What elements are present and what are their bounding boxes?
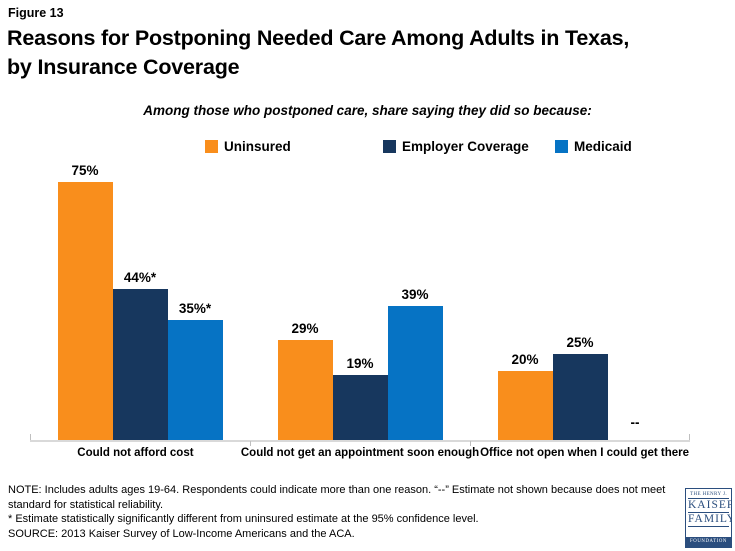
bar-employer-coverage-office-not-open-when-i-could-get-there [552, 354, 608, 440]
bar-value-label: 20% [511, 352, 539, 367]
axis-tick [249, 441, 251, 446]
bar-value-label: 44%* [123, 270, 157, 285]
barwrap-uninsured: 75% [57, 160, 113, 440]
barwrap-employer-coverage: 44%* [112, 160, 168, 440]
suppressed-estimate-marker: -- [630, 415, 640, 430]
bar-value-label: 25% [566, 335, 594, 350]
barwrap-uninsured: 20% [497, 160, 553, 440]
bar-value-label: 19% [346, 356, 374, 371]
axis-tick [30, 434, 31, 440]
footnotes: NOTE: Includes adults ages 19-64. Respon… [8, 483, 666, 541]
barwrap-medicaid: 35%* [167, 160, 223, 440]
bar-uninsured-office-not-open-when-i-could-get-there [497, 371, 553, 440]
page-title: Reasons for Postponing Needed Care Among… [7, 26, 630, 79]
bar-value-label: 35%* [178, 301, 212, 316]
legend-item-uninsured: Uninsured [205, 139, 291, 154]
bar-employer-coverage-could-not-afford-cost [112, 289, 168, 440]
note-line: SOURCE: 2013 Kaiser Survey of Low-Income… [8, 527, 355, 540]
axis-tick [689, 434, 690, 440]
chart-subtitle: Among those who postponed care, share sa… [143, 103, 592, 118]
legend-swatch-uninsured [205, 140, 218, 153]
bar-value-label: 75% [71, 163, 99, 178]
bar-groups: 75% 44%* 35%* 29% 19% 39% 20% 25% -- [30, 160, 690, 440]
note-line: * Estimate statistically significantly d… [8, 513, 479, 525]
bar-group-office-not-open-when-i-could-get-there: 20% 25% -- [470, 160, 690, 440]
bar-group-could-not-get-an-appointment-soon-enough: 29% 19% 39% [250, 160, 470, 440]
figure-label: Figure 13 [8, 6, 64, 20]
category-label-could-not-get-an-appointment-soon-enough: Could not get an appointment soon enough [240, 447, 480, 459]
category-axis-labels: Could not afford cost Could not get an ap… [30, 447, 690, 459]
bar-chart: 75% 44%* 35%* 29% 19% 39% 20% 25% -- [30, 160, 690, 446]
bar-uninsured-could-not-afford-cost [57, 182, 113, 440]
barwrap-employer-coverage: 19% [332, 160, 388, 440]
axis-tick [470, 441, 471, 446]
kff-logo-line3: FAMILY [688, 513, 732, 527]
legend-swatch-medicaid [555, 140, 568, 153]
kff-logo-line4: FOUNDATION [686, 537, 731, 547]
bar-group-could-not-afford-cost: 75% 44%* 35%* [30, 160, 250, 440]
kff-logo-line1: THE HENRY J. [688, 489, 729, 499]
bar-medicaid-could-not-get-an-appointment-soon-enough [387, 306, 443, 440]
bar-medicaid-could-not-afford-cost [167, 320, 223, 440]
legend-label: Medicaid [574, 139, 632, 154]
legend-label: Employer Coverage [402, 139, 529, 154]
legend-item-medicaid: Medicaid [555, 139, 632, 154]
legend-item-employer-coverage: Employer Coverage [383, 139, 529, 154]
barwrap-uninsured: 29% [277, 160, 333, 440]
bar-value-label: 29% [291, 321, 319, 336]
legend-label: Uninsured [224, 139, 291, 154]
bar-uninsured-could-not-get-an-appointment-soon-enough [277, 340, 333, 440]
bar-employer-coverage-could-not-get-an-appointment-soon-enough [332, 375, 388, 440]
legend-swatch-employer-coverage [383, 140, 396, 153]
chart-legend: Uninsured Employer Coverage Medicaid [0, 139, 735, 159]
note-line: NOTE: Includes adults ages 19-64. Respon… [8, 484, 666, 511]
barwrap-medicaid: -- [608, 160, 663, 440]
kff-logo: THE HENRY J. KAISER FAMILY FOUNDATION [685, 488, 732, 548]
barwrap-employer-coverage: 25% [552, 160, 608, 440]
category-label-office-not-open-when-i-could-get-there: Office not open when I could get there [480, 447, 690, 459]
bar-value-label: 39% [401, 287, 429, 302]
category-label-could-not-afford-cost: Could not afford cost [77, 447, 194, 459]
kff-logo-line2: KAISER [688, 499, 732, 513]
barwrap-medicaid: 39% [387, 160, 443, 440]
